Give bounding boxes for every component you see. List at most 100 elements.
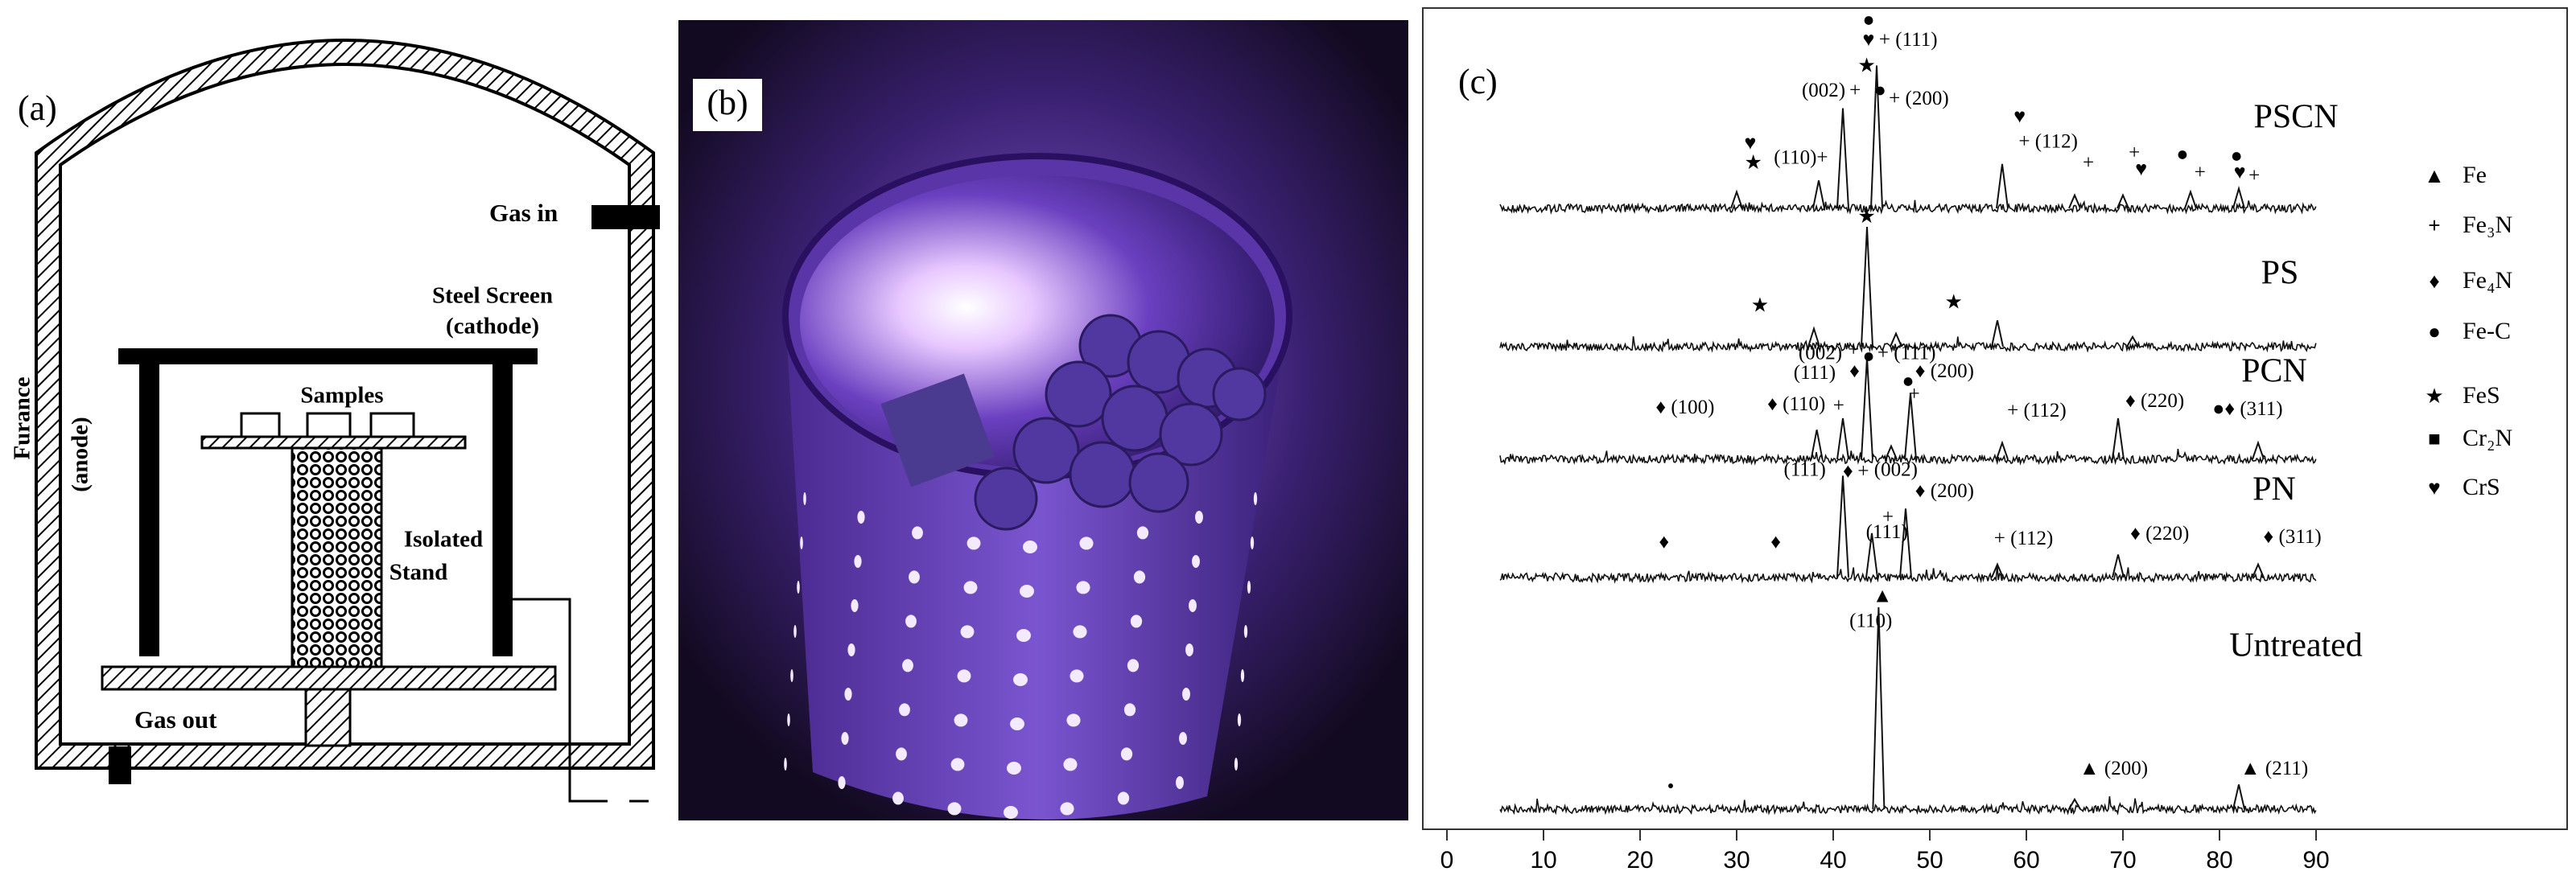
- peak: [1890, 331, 1902, 347]
- hole: [912, 526, 923, 540]
- peak-annotation: + (112): [2018, 130, 2078, 152]
- screen-top: [118, 348, 538, 364]
- legend-symbol: ●: [2428, 319, 2441, 343]
- hole: [1133, 570, 1146, 584]
- hole: [797, 581, 800, 594]
- hole: [1234, 758, 1239, 771]
- peak-annotation: + (111): [1877, 343, 1936, 364]
- hole: [967, 536, 981, 550]
- series-label: PCN: [2241, 353, 2307, 390]
- trace-noise: [1499, 336, 2317, 353]
- peak: [1865, 532, 1878, 578]
- peak: [2068, 193, 2081, 209]
- legend-symbol: ■: [2428, 426, 2441, 450]
- hole: [793, 625, 797, 638]
- peak-annotation: ●: [2231, 146, 2243, 167]
- x-tick-label: 40: [1820, 847, 1846, 874]
- panel-b: (b): [678, 20, 1408, 820]
- peak-annotation: (002): [1802, 80, 1845, 101]
- legend-symbol: ★: [2425, 384, 2443, 408]
- hole: [838, 775, 846, 789]
- hole: [899, 703, 910, 717]
- gas-inlet: [591, 205, 660, 229]
- legend-label: Fe₄N: [2463, 267, 2512, 294]
- hole: [1060, 802, 1074, 816]
- trace-noise: [1499, 448, 2317, 466]
- hole: [1076, 581, 1090, 594]
- peak-annotation: ♥: [2135, 158, 2147, 180]
- x-tick-label: 20: [1626, 847, 1653, 874]
- hole: [841, 731, 849, 745]
- panel-a: (a) Gas in Steel Screen (cathode) Sample…: [10, 39, 660, 803]
- sample-platform: [200, 435, 467, 450]
- peak-annotation: ♦: [1770, 531, 1781, 553]
- hole: [1130, 615, 1143, 628]
- x-tick-label: 30: [1723, 847, 1750, 874]
- peak-annotation: ●: [1862, 346, 1874, 368]
- label: Samples: [300, 383, 383, 409]
- peak-annotation: +: [1882, 507, 1894, 528]
- x-tick-label: 10: [1530, 847, 1556, 874]
- peak: [1812, 180, 1825, 209]
- hole: [1195, 510, 1203, 524]
- pillar: [304, 688, 352, 747]
- peak: [2252, 562, 2265, 578]
- hole: [1007, 762, 1021, 775]
- peak: [2068, 797, 2081, 810]
- peak-annotation: ♦ (220): [2130, 523, 2189, 545]
- label: (anode): [68, 417, 93, 491]
- hole: [1247, 581, 1251, 594]
- x-tick-label: 0: [1440, 847, 1454, 874]
- hole: [960, 625, 975, 639]
- peak: [1810, 430, 1824, 460]
- hole: [800, 536, 803, 549]
- peak-annotation: ★: [1857, 55, 1875, 76]
- trace-noise: [1499, 565, 2317, 584]
- hole: [1073, 625, 1087, 639]
- peak: [2252, 440, 2265, 460]
- hole: [957, 669, 971, 683]
- peak-annotation: ▲ (200): [2079, 758, 2148, 779]
- screen-leg: [139, 364, 159, 656]
- series-label: Untreated: [2229, 627, 2363, 664]
- sample: [306, 412, 352, 438]
- hole: [1070, 669, 1084, 683]
- hole: [1013, 673, 1028, 686]
- peak-annotation: ♦: [1849, 360, 1860, 382]
- peak-annotation: ♦ (200): [1915, 480, 1974, 502]
- legend-symbol: +: [2428, 213, 2440, 237]
- hole: [1237, 713, 1242, 726]
- hole: [1250, 536, 1255, 549]
- hole: [896, 747, 907, 761]
- hole: [1185, 643, 1193, 656]
- peak: [2112, 554, 2125, 578]
- hole: [784, 758, 787, 771]
- panel-c: (c) 0 10 20 30 40 50 60 70 80 90 PSCN PS PCN PN Untrea…: [1422, 7, 2568, 874]
- hole: [1016, 629, 1031, 642]
- peak-annotation: ●: [2176, 144, 2188, 166]
- legend-label: FeS: [2463, 382, 2500, 409]
- series-label: PSCN: [2253, 99, 2338, 136]
- peak-annotation: (002): [1799, 343, 1842, 364]
- peak-annotation: +: [2195, 162, 2206, 183]
- legend-label: Fe-C: [2463, 318, 2511, 344]
- peak: [1996, 440, 2009, 460]
- label: Gas in: [489, 199, 558, 227]
- peak-annotation: ★: [1857, 206, 1875, 228]
- peak: [1885, 444, 1898, 460]
- peak-annotation: ♦ (110): [1767, 393, 1825, 415]
- peak: [1807, 326, 1820, 347]
- hole: [1079, 536, 1094, 550]
- peak-annotation: ★: [1751, 294, 1769, 316]
- hole: [1010, 717, 1024, 730]
- hole: [1123, 703, 1136, 717]
- legend-symbol: ♥: [2428, 475, 2440, 500]
- peak-annotation: ●: [1902, 370, 1914, 392]
- hole: [1020, 585, 1034, 598]
- screen-leg: [493, 364, 513, 656]
- hole: [1253, 492, 1258, 505]
- trace-noise: [1499, 796, 2317, 816]
- peak: [1870, 65, 1883, 209]
- x-tick-label: 80: [2206, 847, 2232, 874]
